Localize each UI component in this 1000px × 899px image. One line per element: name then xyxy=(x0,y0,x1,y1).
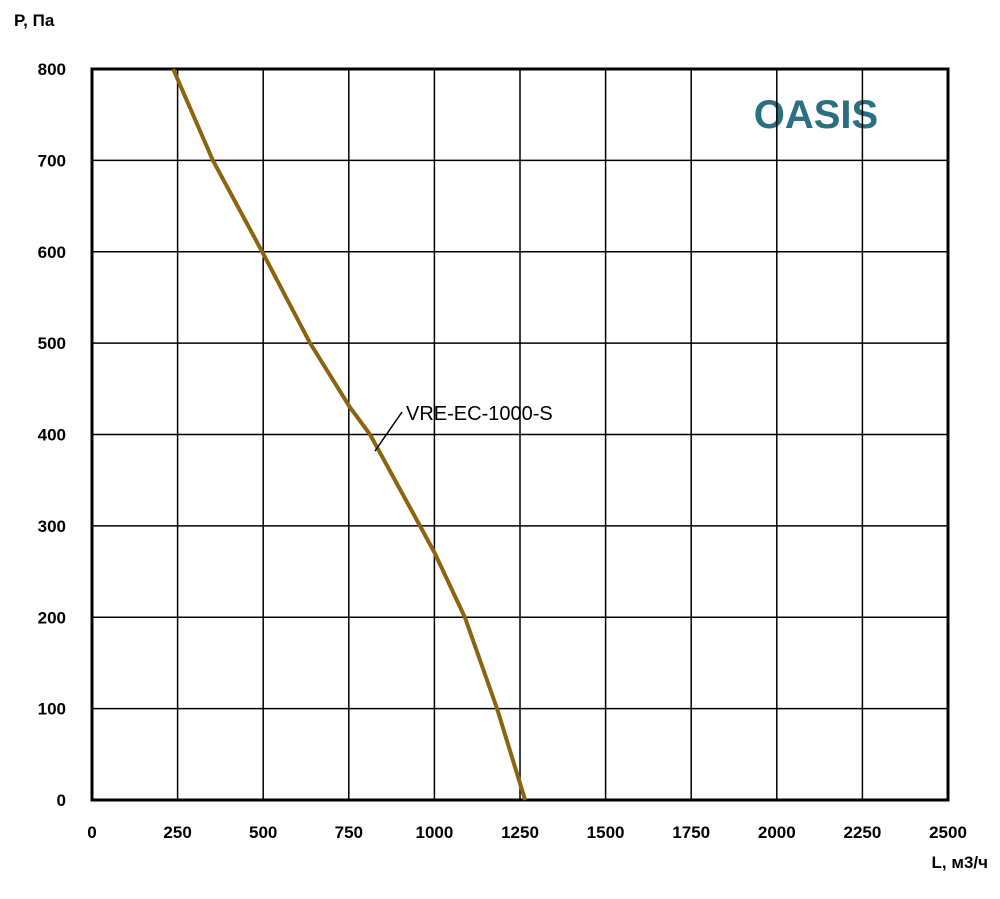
leader-line xyxy=(374,411,403,452)
y-tick-label: 400 xyxy=(38,426,66,445)
y-tick-label: 500 xyxy=(38,334,66,353)
x-tick-label: 2000 xyxy=(758,823,796,842)
curve xyxy=(171,68,528,801)
curve-label: VRE-EC-1000-S xyxy=(406,403,553,425)
y-tick-label: 300 xyxy=(38,517,66,536)
x-tick-label: 1250 xyxy=(501,823,539,842)
x-tick-label: 250 xyxy=(163,823,191,842)
y-tick-label: 100 xyxy=(38,700,66,719)
x-tick-label: 1500 xyxy=(587,823,625,842)
y-tick-label: 200 xyxy=(38,608,66,627)
x-tick-label: 2500 xyxy=(929,823,967,842)
x-tick-label: 0 xyxy=(87,823,96,842)
y-axis-label: P, Па xyxy=(14,11,55,30)
x-axis-label: L, м3/ч xyxy=(932,853,988,872)
logo: OASIS xyxy=(754,93,878,137)
x-tick-label: 1000 xyxy=(415,823,453,842)
plot-frame xyxy=(90,67,950,802)
x-tick-label: 750 xyxy=(335,823,363,842)
x-tick-label: 2250 xyxy=(843,823,881,842)
x-tick-label: 1750 xyxy=(672,823,710,842)
y-tick-label: 700 xyxy=(38,151,66,170)
y-tick-label: 0 xyxy=(57,791,66,810)
y-tick-label: 600 xyxy=(38,243,66,262)
x-tick-label: 500 xyxy=(249,823,277,842)
y-tick-label: 800 xyxy=(38,60,66,79)
